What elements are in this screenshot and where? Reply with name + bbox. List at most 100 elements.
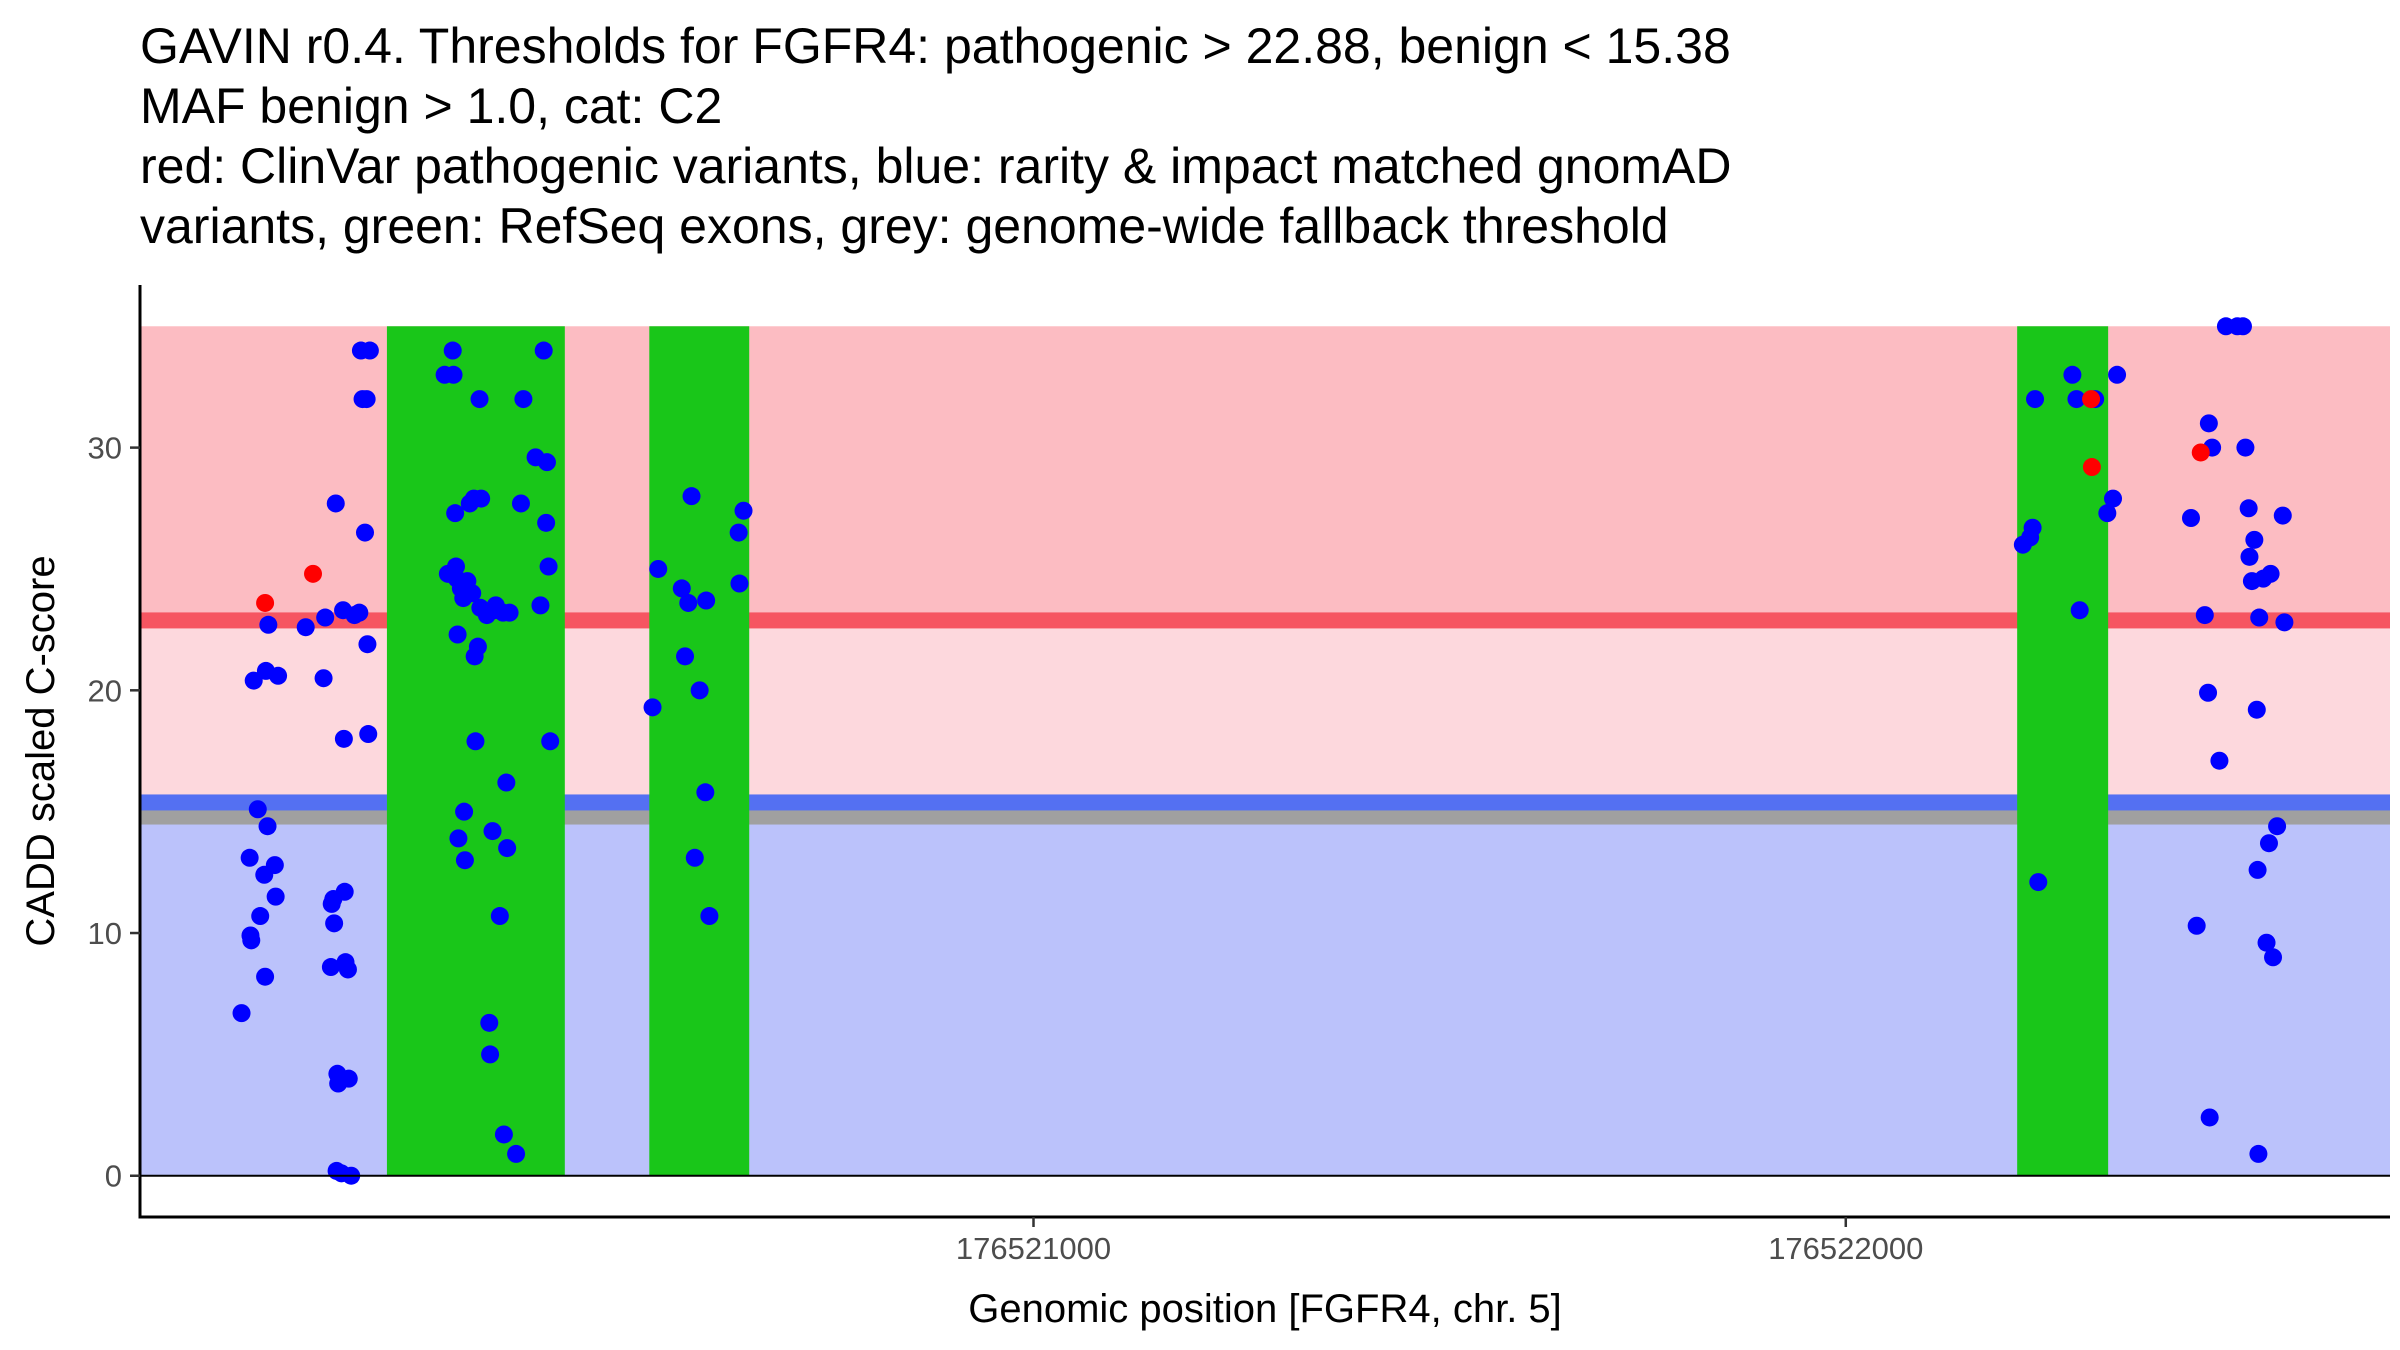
gnomad-point-90 <box>649 559 668 578</box>
gnomad-point-137 <box>2259 834 2278 853</box>
exon-bars <box>386 326 2109 1176</box>
variant-points <box>232 317 2294 1185</box>
gnomad-point-112 <box>2098 504 2117 523</box>
gnomad-point-64 <box>470 390 489 409</box>
gnomad-point-133 <box>2249 1144 2268 1163</box>
gnomad-point-79 <box>507 1144 526 1163</box>
gnomad-point-80 <box>511 494 530 513</box>
gnomad-point-94 <box>682 487 701 506</box>
gnomad-point-105 <box>2023 518 2042 537</box>
gnomad-point-18 <box>316 608 335 627</box>
gnomad-point-19 <box>321 958 340 977</box>
gnomad-point-56 <box>455 851 474 870</box>
gnomad-point-138 <box>2261 564 2280 583</box>
gnomad-point-70 <box>483 822 502 841</box>
gnomad-point-114 <box>2108 365 2127 384</box>
gnomad-point-4 <box>242 931 261 950</box>
gnomad-point-75 <box>494 1125 513 1144</box>
x-axis-title: Genomic position [FGFR4, chr. 5] <box>968 1287 1562 1331</box>
gnomad-point-48 <box>446 504 465 523</box>
gnomad-point-126 <box>2236 438 2255 457</box>
gnomad-point-83 <box>531 596 550 615</box>
gnomad-point-132 <box>2248 860 2267 879</box>
gnomad-point-109 <box>2067 390 2086 409</box>
gnomad-point-78 <box>500 603 519 622</box>
gnomad-point-42 <box>359 725 378 744</box>
gnomad-point-142 <box>2275 613 2294 632</box>
gnomad-point-9 <box>256 967 275 986</box>
gnomad-point-127 <box>2239 499 2258 518</box>
title-line-4: variants, green: RefSeq exons, grey: gen… <box>140 198 1669 254</box>
gnomad-point-131 <box>2247 700 2266 719</box>
gnomad-point-33 <box>339 1069 358 1088</box>
gnomad-point-13 <box>265 856 284 875</box>
gnomad-point-6 <box>248 800 267 819</box>
gnomad-point-46 <box>443 341 462 360</box>
y-tick-label-30: 30 <box>88 431 122 466</box>
gnomad-point-32 <box>338 960 357 979</box>
gnomad-point-39 <box>356 523 374 542</box>
gnomad-point-41 <box>358 635 377 654</box>
gnomad-point-77 <box>498 839 517 858</box>
gnomad-point-117 <box>2195 606 2214 625</box>
gnomad-point-36 <box>350 603 369 622</box>
gnomad-point-97 <box>696 783 715 802</box>
chart-title: GAVIN r0.4. Thresholds for FGFR4: pathog… <box>140 16 1731 256</box>
gnomad-point-101 <box>730 574 749 593</box>
y-tick-label-0: 0 <box>105 1159 122 1194</box>
gnomad-point-51 <box>448 625 467 644</box>
gnomad-point-128 <box>2240 547 2259 566</box>
gnomad-point-81 <box>514 390 533 409</box>
gnomad-point-91 <box>672 579 691 598</box>
gnomad-point-140 <box>2268 817 2287 836</box>
clinvar-point-3 <box>2082 390 2101 409</box>
x-tick-label-1: 176521000 <box>956 1231 1111 1266</box>
gnomad-point-47 <box>444 365 463 384</box>
gnomad-point-30 <box>335 882 354 901</box>
gnomad-point-7 <box>251 907 270 926</box>
x-tick-label-2: 176522000 <box>1768 1231 1923 1266</box>
exon-bar-2 <box>649 326 750 1176</box>
gnomad-point-84 <box>534 341 553 360</box>
gnomad-point-119 <box>2199 414 2218 433</box>
gnomad-point-141 <box>2273 506 2292 525</box>
gnomad-point-17 <box>314 669 333 688</box>
gnomad-point-85 <box>537 513 556 532</box>
exon-bar-1 <box>386 326 565 1176</box>
gnomad-point-100 <box>729 523 748 542</box>
clinvar-point-1 <box>256 593 275 612</box>
gnomad-point-1 <box>232 1004 251 1023</box>
gnomad-point-115 <box>2181 509 2200 527</box>
gnomad-point-69 <box>481 1045 500 1064</box>
gnomad-point-93 <box>679 593 698 612</box>
gnomad-point-63 <box>468 637 487 656</box>
axes: 0 10 20 30 176521000 176522000 <box>88 285 2390 1266</box>
gnomad-point-76 <box>497 773 516 792</box>
gnomad-point-5 <box>244 671 263 690</box>
gnomad-point-116 <box>2187 916 2206 935</box>
gnomad-point-15 <box>269 666 288 685</box>
gnomad-point-88 <box>541 732 560 751</box>
gnomad-point-29 <box>334 729 353 748</box>
clinvar-point-5 <box>2191 443 2210 462</box>
gnomad-point-130 <box>2245 530 2264 549</box>
gnomad-point-110 <box>2070 601 2089 620</box>
gnomad-point-120 <box>2200 1108 2219 1127</box>
gnomad-point-12 <box>259 615 278 634</box>
gnomad-point-14 <box>266 887 285 906</box>
gnomad-point-92 <box>676 647 695 666</box>
gnomad-point-62 <box>466 732 485 751</box>
gnomad-point-118 <box>2199 683 2218 702</box>
gnomad-point-22 <box>325 914 344 933</box>
title-line-3: red: ClinVar pathogenic variants, blue: … <box>140 138 1732 194</box>
gnomad-point-108 <box>2063 365 2082 384</box>
gnomad-point-89 <box>643 698 662 717</box>
gnomad-point-52 <box>449 829 468 848</box>
clinvar-point-2 <box>304 564 323 583</box>
gnomad-point-95 <box>685 848 704 867</box>
gnomad-point-134 <box>2250 608 2269 627</box>
gnomad-point-136 <box>2257 933 2276 952</box>
gnomad-point-122 <box>2210 751 2229 770</box>
y-tick-label-10: 10 <box>88 916 122 951</box>
